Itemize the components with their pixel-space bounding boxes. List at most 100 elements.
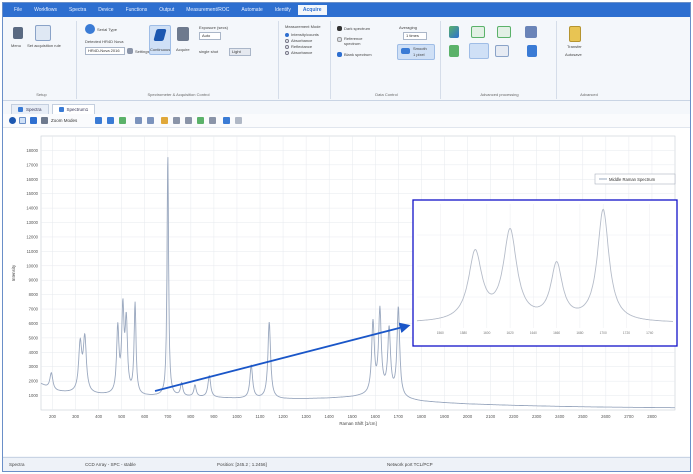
y-tick-label: 8000 — [29, 292, 39, 297]
zoom-modes-label[interactable]: Zoom Modes — [51, 118, 78, 123]
menu-item-workflows[interactable]: Workflows — [34, 7, 58, 13]
derivative-icon[interactable] — [495, 45, 509, 57]
y-tick-label: 14000 — [26, 206, 38, 211]
y-tick-label: 3000 — [29, 364, 39, 369]
peak-icon[interactable] — [471, 26, 485, 38]
plot-toolbar: Zoom Modes — [3, 114, 690, 128]
overlay-button[interactable] — [469, 43, 489, 59]
menu-item-output[interactable]: Output — [159, 7, 175, 13]
inset-tick-label: 1640 — [530, 331, 537, 335]
color-icon[interactable] — [197, 117, 204, 124]
measurement-mode-option[interactable]: Reflectance — [285, 44, 319, 50]
y-tick-label: 4000 — [29, 350, 39, 355]
dark-spectrum-label[interactable]: Dark spectrum — [344, 26, 371, 31]
marker-icon[interactable] — [147, 117, 154, 124]
spectrometer-group-title: Spectrometer & Acquisition Control — [147, 92, 210, 97]
averaging-input[interactable]: 1 times — [403, 32, 427, 40]
undo-icon[interactable] — [223, 117, 230, 124]
menu-item-automate[interactable]: Automate — [241, 7, 263, 13]
legend-box — [594, 173, 676, 185]
serial-type-label[interactable]: Serial Type — [97, 27, 117, 32]
smooth-icon — [401, 48, 410, 54]
radio-icon[interactable] — [285, 32, 289, 37]
y-tick-label: 6000 — [29, 321, 39, 326]
x-tick-label: 1200 — [278, 414, 288, 419]
record-icon[interactable] — [9, 117, 16, 124]
device-select[interactable]: HR4D-Nova 2016 — [85, 47, 125, 55]
measurement-mode-option[interactable]: Absorbance — [285, 50, 319, 56]
exposure-input[interactable]: Auto — [199, 32, 221, 40]
menu-item-acquire[interactable]: Acquire — [297, 5, 327, 15]
acquisition-rule-icon[interactable] — [35, 25, 51, 41]
grid-icon[interactable] — [119, 117, 126, 124]
tab-spectrum1-label: Spectrum1 — [66, 106, 89, 112]
cursor-icon[interactable] — [135, 117, 142, 124]
data-control-group-title: Data Control — [375, 92, 398, 97]
chart-area[interactable]: 200 300 400 500 600 700 800 900 1000 1100 1200 1300… — [3, 128, 690, 456]
acquisition-rule-label: Set acquisition rule — [27, 43, 61, 48]
x-tick-label: 2300 — [532, 414, 542, 419]
x-tick-label: 2600 — [601, 414, 611, 419]
menu-item-functions[interactable]: Functions — [125, 7, 148, 13]
select-icon[interactable] — [19, 117, 26, 124]
y-tick-label: 5000 — [29, 335, 39, 340]
reference-icon — [337, 37, 342, 42]
x-tick-label: 1900 — [440, 414, 450, 419]
zoom-icon[interactable] — [41, 117, 48, 124]
radio-icon[interactable] — [285, 50, 289, 55]
menu-item-identify[interactable]: Identify — [274, 7, 291, 13]
tab-spectrum1[interactable]: Spectrum1 — [51, 104, 96, 114]
inset-tick-label: 1620 — [507, 331, 514, 335]
measurement-mode-option[interactable]: Absorbance — [285, 38, 319, 44]
light-select[interactable]: Light — [229, 48, 251, 56]
menu-item-measurement-roc[interactable]: Measurement/ROC — [186, 7, 230, 13]
y-tick-label: 12000 — [26, 234, 38, 239]
smooth-label: Smooth — [413, 46, 427, 51]
averaging-label: Averaging — [399, 25, 417, 30]
pen-icon[interactable] — [449, 26, 459, 38]
single-shot-label[interactable]: single shot — [199, 49, 219, 54]
inset-tick-label: 1740 — [646, 331, 653, 335]
settings-icon[interactable] — [127, 48, 133, 54]
radio-icon[interactable] — [285, 38, 289, 43]
x-tick-label: 700 — [164, 414, 172, 419]
menu-item-device[interactable]: Device — [98, 7, 114, 13]
fit-icon[interactable] — [449, 45, 459, 57]
baseline-icon[interactable] — [497, 26, 511, 38]
radio-icon[interactable] — [285, 44, 289, 49]
blank-spectrum-label[interactable]: Blank spectrum — [344, 52, 372, 57]
exposure-label: Exposure (secs) — [199, 25, 228, 30]
autosave-label[interactable]: Autosave — [565, 52, 582, 57]
y-tick-label: 13000 — [26, 220, 38, 225]
menu-item-file[interactable]: File — [14, 7, 23, 13]
dark-spectrum-icon — [337, 26, 342, 31]
tab-spectra[interactable]: Spectra — [11, 104, 49, 114]
pan-icon[interactable] — [30, 117, 37, 124]
paste-icon[interactable] — [185, 117, 192, 124]
menu-icon[interactable] — [13, 27, 23, 39]
x-tick-label: 800 — [187, 414, 195, 419]
ribbon-group-processing: Advanced processing — [443, 21, 557, 99]
label-icon[interactable] — [161, 117, 168, 124]
compare-icon[interactable] — [527, 45, 537, 57]
inset-tick-label: 1580 — [460, 331, 467, 335]
chart-type-icon[interactable] — [95, 117, 102, 124]
x-tick-label: 300 — [72, 414, 80, 419]
x-tick-label: 900 — [210, 414, 218, 419]
inset-tick-label: 1600 — [483, 331, 490, 335]
raman-spectrum-chart[interactable]: 200 300 400 500 600 700 800 900 1000 1100 1200 1300… — [3, 128, 691, 456]
acquire-icon[interactable] — [177, 27, 189, 41]
print-icon[interactable] — [209, 117, 216, 124]
measurement-mode-option[interactable]: Intensity/counts — [285, 32, 319, 38]
ribbon: Menu Set acquisition rule Setup Serial T… — [3, 17, 690, 101]
export-icon[interactable] — [525, 26, 537, 38]
serial-icon[interactable] — [85, 24, 95, 34]
x-tick-label: 400 — [95, 414, 103, 419]
redo-icon[interactable] — [235, 117, 242, 124]
menu-item-spectra[interactable]: Spectra — [69, 7, 87, 13]
copy-icon[interactable] — [173, 117, 180, 124]
transfer-icon[interactable] — [569, 26, 581, 42]
axis-icon[interactable] — [107, 117, 114, 124]
reference-label[interactable]: Reference spectrum — [344, 36, 363, 46]
